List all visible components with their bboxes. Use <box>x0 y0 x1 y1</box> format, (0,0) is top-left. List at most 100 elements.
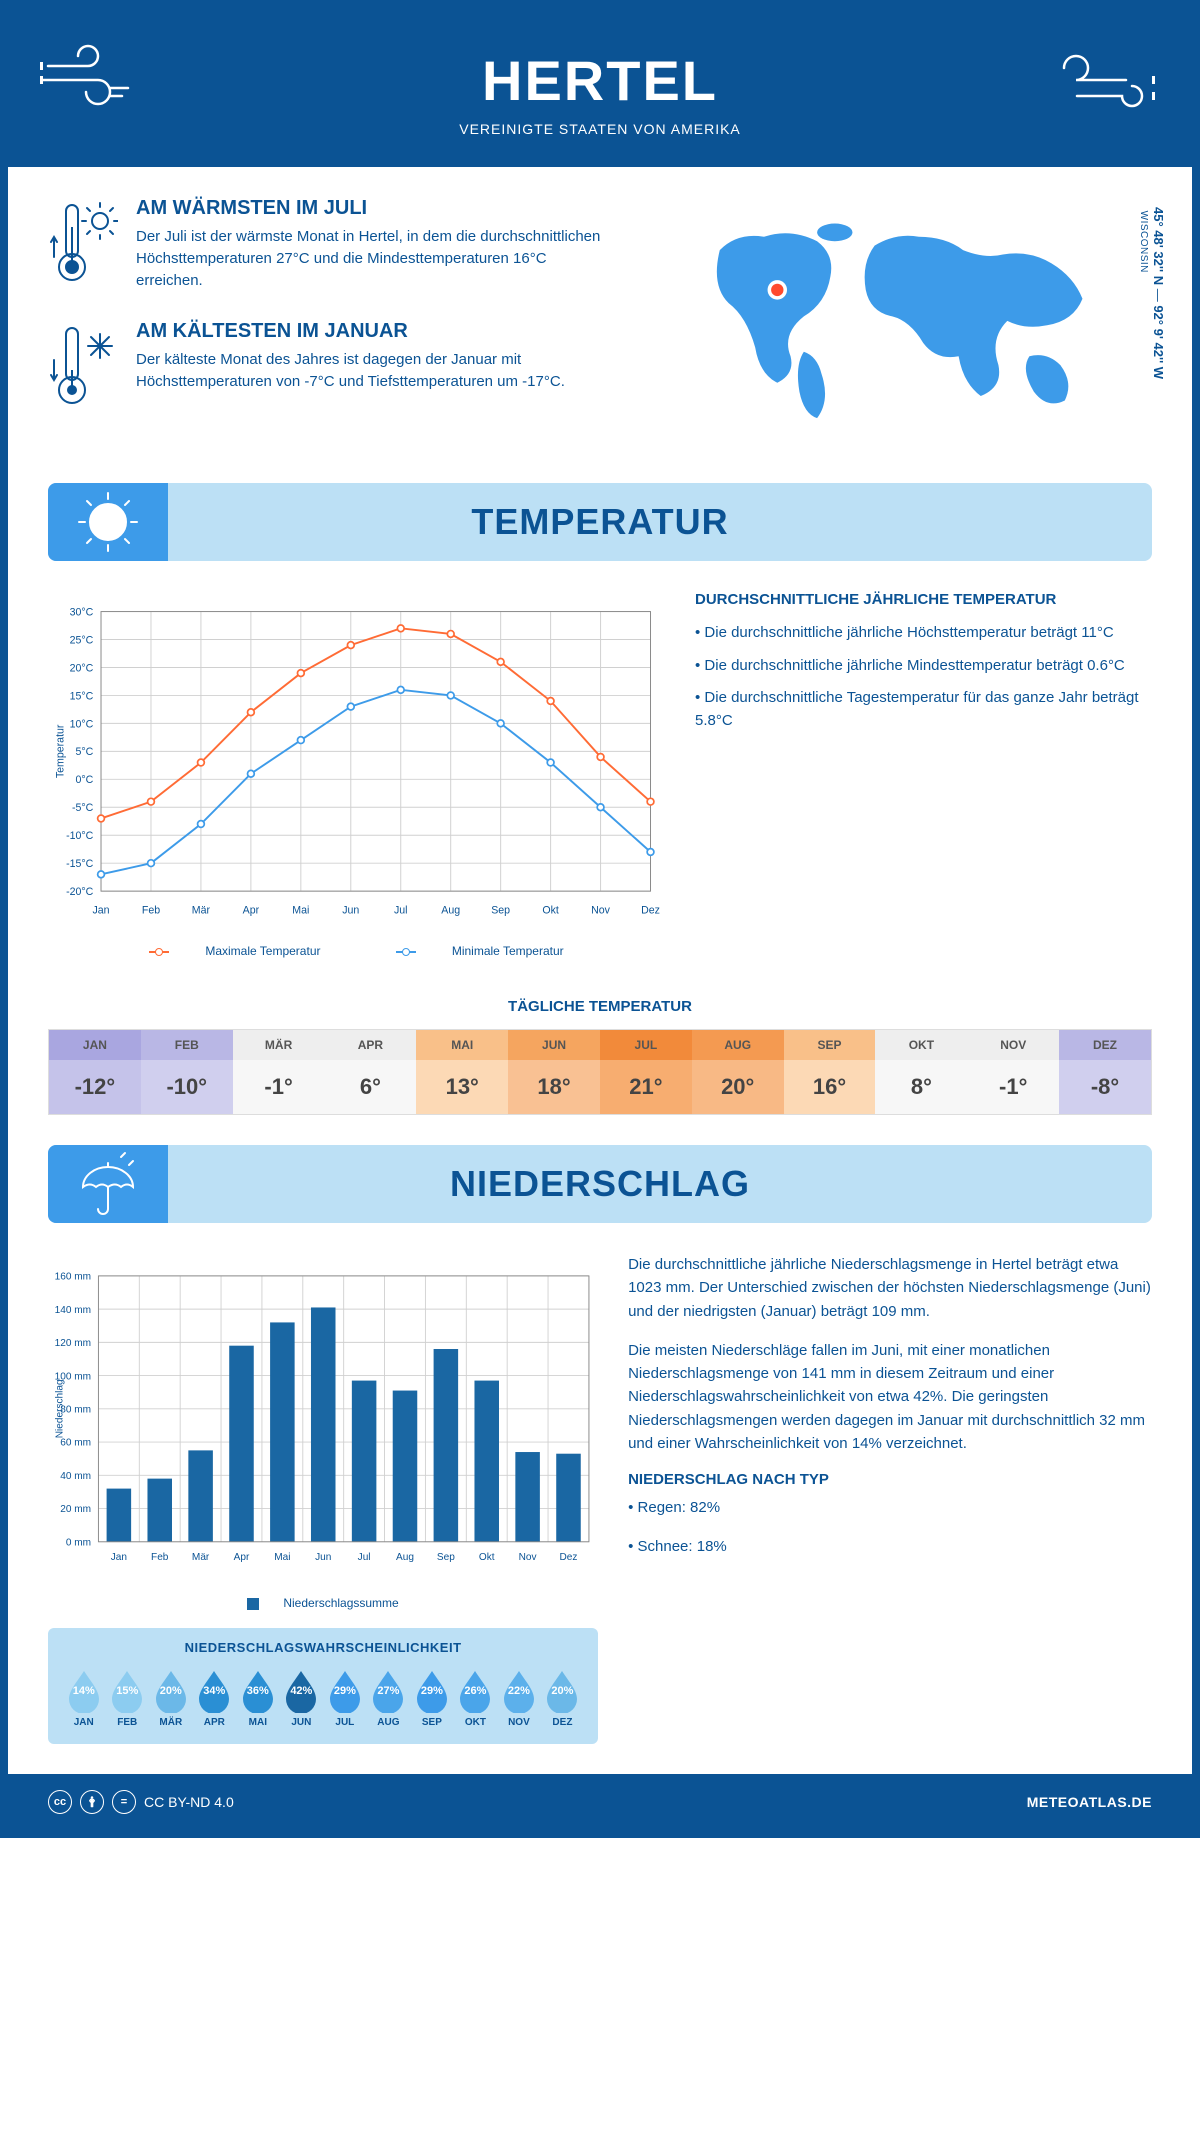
location-subtitle: VEREINIGTE STAATEN VON AMERIKA <box>28 121 1172 137</box>
svg-text:Feb: Feb <box>142 904 160 916</box>
coordinates: 45° 48' 32'' N — 92° 9' 42'' W WISCONSIN <box>1136 207 1166 443</box>
thermometer-snow-icon <box>48 320 118 415</box>
svg-text:Dez: Dez <box>641 904 660 916</box>
prob-drop: 36% MAI <box>236 1667 280 1728</box>
daily-cell: FEB -10° <box>141 1030 233 1114</box>
svg-text:Mai: Mai <box>274 1552 290 1563</box>
location-title: HERTEL <box>28 48 1172 113</box>
infographic-frame: HERTEL VEREINIGTE STAATEN VON AMERIKA <box>0 0 1200 1838</box>
cc-icon: cc <box>48 1790 72 1814</box>
svg-text:60 mm: 60 mm <box>60 1438 91 1449</box>
svg-text:Jun: Jun <box>315 1552 331 1563</box>
svg-text:Sep: Sep <box>437 1552 455 1563</box>
svg-text:-10°C: -10°C <box>66 830 94 842</box>
prob-drop: 20% DEZ <box>541 1667 585 1728</box>
svg-text:Dez: Dez <box>560 1552 578 1563</box>
svg-text:140 mm: 140 mm <box>55 1305 91 1316</box>
prob-drop: 29% JUL <box>323 1667 367 1728</box>
svg-text:Nov: Nov <box>591 904 611 916</box>
svg-text:Jul: Jul <box>358 1552 371 1563</box>
daily-cell: JUL 21° <box>600 1030 692 1114</box>
svg-text:Apr: Apr <box>234 1552 250 1563</box>
daily-temp-table: JAN -12° FEB -10° MÄR -1° APR 6° MAI 13°… <box>48 1029 1152 1115</box>
svg-text:160 mm: 160 mm <box>55 1272 91 1283</box>
license-text: CC BY-ND 4.0 <box>144 1794 234 1810</box>
temp-legend: Maximale Temperatur Minimale Temperatur <box>48 944 665 958</box>
svg-text:5°C: 5°C <box>76 746 94 758</box>
precipitation-bar-chart: 0 mm20 mm40 mm60 mm80 mm100 mm120 mm140 … <box>48 1253 598 1583</box>
sun-icon <box>48 483 168 561</box>
svg-text:20°C: 20°C <box>70 662 94 674</box>
prob-drop: 27% AUG <box>367 1667 411 1728</box>
svg-text:Nov: Nov <box>519 1552 537 1563</box>
svg-text:Okt: Okt <box>542 904 559 916</box>
prob-drop: 34% APR <box>193 1667 237 1728</box>
svg-text:25°C: 25°C <box>70 634 94 646</box>
wind-icon <box>38 38 148 118</box>
svg-text:120 mm: 120 mm <box>55 1338 91 1349</box>
svg-text:-20°C: -20°C <box>66 886 94 898</box>
svg-text:Apr: Apr <box>243 904 260 916</box>
svg-text:0 mm: 0 mm <box>66 1537 91 1548</box>
brand: METEOATLAS.DE <box>1027 1794 1152 1810</box>
temp-section-header: TEMPERATUR <box>48 483 1152 561</box>
svg-text:Sep: Sep <box>491 904 510 916</box>
svg-text:Niederschlag: Niederschlag <box>55 1379 66 1438</box>
prob-drop: 14% JAN <box>62 1667 106 1728</box>
cold-text: Der kälteste Monat des Jahres ist dagege… <box>136 349 611 393</box>
prob-drop: 26% OKT <box>454 1667 498 1728</box>
daily-cell: AUG 20° <box>692 1030 784 1114</box>
svg-text:Aug: Aug <box>441 904 460 916</box>
prob-drop: 22% NOV <box>497 1667 541 1728</box>
umbrella-icon <box>48 1145 168 1223</box>
svg-text:Mär: Mär <box>192 1552 210 1563</box>
by-icon: 🛉 <box>80 1790 104 1814</box>
precip-section-header: NIEDERSCHLAG <box>48 1145 1152 1223</box>
precip-probability-box: NIEDERSCHLAGSWAHRSCHEINLICHKEIT 14% JAN … <box>48 1628 598 1744</box>
daily-temp-title: TÄGLICHE TEMPERATUR <box>8 998 1192 1015</box>
footer: cc 🛉 = CC BY-ND 4.0 METEOATLAS.DE <box>8 1774 1192 1830</box>
svg-text:Mär: Mär <box>192 904 211 916</box>
daily-cell: MAI 13° <box>416 1030 508 1114</box>
nd-icon: = <box>112 1790 136 1814</box>
svg-text:Jan: Jan <box>111 1552 127 1563</box>
svg-text:Jan: Jan <box>92 904 109 916</box>
daily-cell: APR 6° <box>324 1030 416 1114</box>
prob-drop: 29% SEP <box>410 1667 454 1728</box>
daily-cell: MÄR -1° <box>233 1030 325 1114</box>
svg-text:30°C: 30°C <box>70 606 94 618</box>
temp-info: DURCHSCHNITTLICHE JÄHRLICHE TEMPERATUR •… <box>695 591 1152 958</box>
thermometer-sun-icon <box>48 197 118 292</box>
svg-text:20 mm: 20 mm <box>60 1504 91 1515</box>
cold-fact: AM KÄLTESTEN IM JANUAR Der kälteste Mona… <box>48 320 611 415</box>
svg-text:-15°C: -15°C <box>66 858 94 870</box>
daily-cell: OKT 8° <box>875 1030 967 1114</box>
daily-cell: JAN -12° <box>49 1030 141 1114</box>
svg-text:40 mm: 40 mm <box>60 1471 91 1482</box>
cold-title: AM KÄLTESTEN IM JANUAR <box>136 320 611 343</box>
intro-section: AM WÄRMSTEN IM JULI Der Juli ist der wär… <box>8 167 1192 473</box>
svg-text:Mai: Mai <box>292 904 309 916</box>
svg-text:0°C: 0°C <box>76 774 94 786</box>
world-map: 45° 48' 32'' N — 92° 9' 42'' W WISCONSIN <box>641 197 1152 443</box>
svg-text:Temperatur: Temperatur <box>54 724 66 778</box>
precip-info: Die durchschnittliche jährliche Niedersc… <box>628 1253 1152 1744</box>
svg-text:Jul: Jul <box>394 904 408 916</box>
svg-text:Aug: Aug <box>396 1552 414 1563</box>
prob-drop: 20% MÄR <box>149 1667 193 1728</box>
svg-text:-5°C: -5°C <box>72 802 94 814</box>
daily-cell: SEP 16° <box>784 1030 876 1114</box>
warm-fact: AM WÄRMSTEN IM JULI Der Juli ist der wär… <box>48 197 611 292</box>
daily-cell: DEZ -8° <box>1059 1030 1151 1114</box>
header: HERTEL VEREINIGTE STAATEN VON AMERIKA <box>8 8 1192 167</box>
precip-legend: Niederschlagssumme <box>48 1596 598 1610</box>
prob-drop: 42% JUN <box>280 1667 324 1728</box>
daily-cell: JUN 18° <box>508 1030 600 1114</box>
wind-icon <box>1052 38 1162 118</box>
svg-text:Jun: Jun <box>342 904 359 916</box>
prob-drop: 15% FEB <box>106 1667 150 1728</box>
svg-text:10°C: 10°C <box>70 718 94 730</box>
svg-text:15°C: 15°C <box>70 690 94 702</box>
warm-title: AM WÄRMSTEN IM JULI <box>136 197 611 220</box>
svg-text:Okt: Okt <box>479 1552 495 1563</box>
